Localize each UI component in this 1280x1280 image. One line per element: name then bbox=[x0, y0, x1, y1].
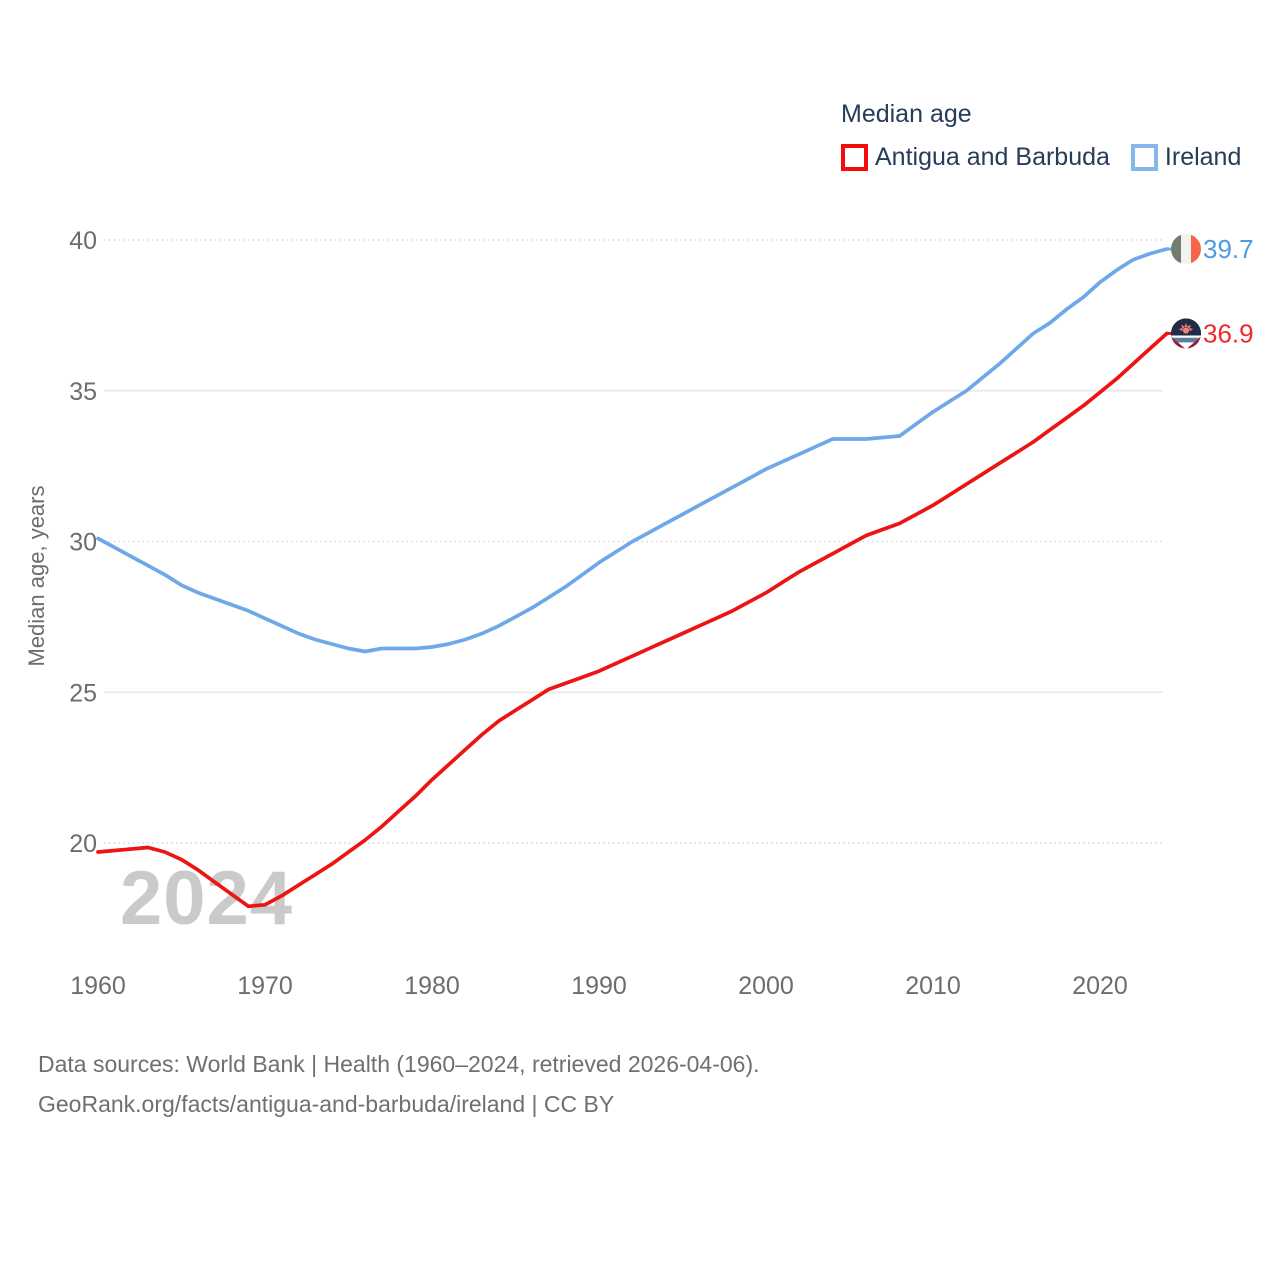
x-tick-label: 1960 bbox=[70, 972, 126, 1000]
series-end-connectors bbox=[1167, 247, 1171, 335]
y-tick-label: 20 bbox=[69, 830, 97, 858]
y-axis-tick-labels: 20 25 30 35 40 bbox=[69, 227, 97, 858]
y-tick-label: 35 bbox=[69, 378, 97, 406]
footer: Data sources: World Bank | Health (1960–… bbox=[38, 1044, 760, 1124]
series-line-antigua-and-barbuda[interactable] bbox=[96, 331, 1169, 909]
x-tick-label: 2020 bbox=[1072, 972, 1128, 1000]
legend-item-label: Antigua and Barbuda bbox=[875, 143, 1110, 171]
legend-item-ireland[interactable]: Ireland bbox=[1130, 143, 1242, 172]
x-tick-label: 2010 bbox=[905, 972, 961, 1000]
end-value-label-ireland: 39.7 bbox=[1203, 234, 1254, 264]
x-tick-label: 1970 bbox=[237, 972, 293, 1000]
legend: Median age Antigua and Barbuda Ireland bbox=[841, 100, 1241, 172]
footer-attribution: GeoRank.org/facts/antigua-and-barbuda/ir… bbox=[38, 1091, 615, 1117]
sun-icon bbox=[1178, 323, 1194, 334]
x-tick-label: 2000 bbox=[738, 972, 794, 1000]
series-line-ireland[interactable] bbox=[96, 247, 1169, 654]
antigua-and-barbuda-flag-icon bbox=[1171, 318, 1201, 349]
legend-swatch-antigua-and-barbuda bbox=[841, 144, 868, 171]
x-tick-label: 1980 bbox=[404, 972, 460, 1000]
ireland-flag-icon bbox=[1171, 234, 1201, 265]
watermark-year: 2024 bbox=[120, 856, 293, 941]
x-axis-tick-labels: 1960 1970 1980 1990 2000 2010 2020 bbox=[70, 972, 1128, 1000]
x-tick-label: 1990 bbox=[571, 972, 627, 1000]
y-tick-label: 30 bbox=[69, 529, 97, 557]
footer-data-sources: Data sources: World Bank | Health (1960–… bbox=[38, 1051, 760, 1077]
legend-swatch-ireland bbox=[1130, 144, 1158, 171]
legend-title: Median age bbox=[841, 100, 972, 128]
y-tick-label: 25 bbox=[69, 679, 97, 707]
legend-items: Antigua and Barbuda Ireland bbox=[841, 143, 1241, 172]
legend-item-label: Ireland bbox=[1164, 143, 1242, 171]
y-tick-label: 40 bbox=[69, 227, 97, 255]
y-axis-title: Median age, years bbox=[24, 486, 49, 667]
legend-item-antigua-and-barbuda[interactable]: Antigua and Barbuda bbox=[841, 143, 1110, 172]
series-lines bbox=[96, 247, 1169, 909]
end-value-label-antigua-and-barbuda: 36.9 bbox=[1203, 318, 1254, 348]
